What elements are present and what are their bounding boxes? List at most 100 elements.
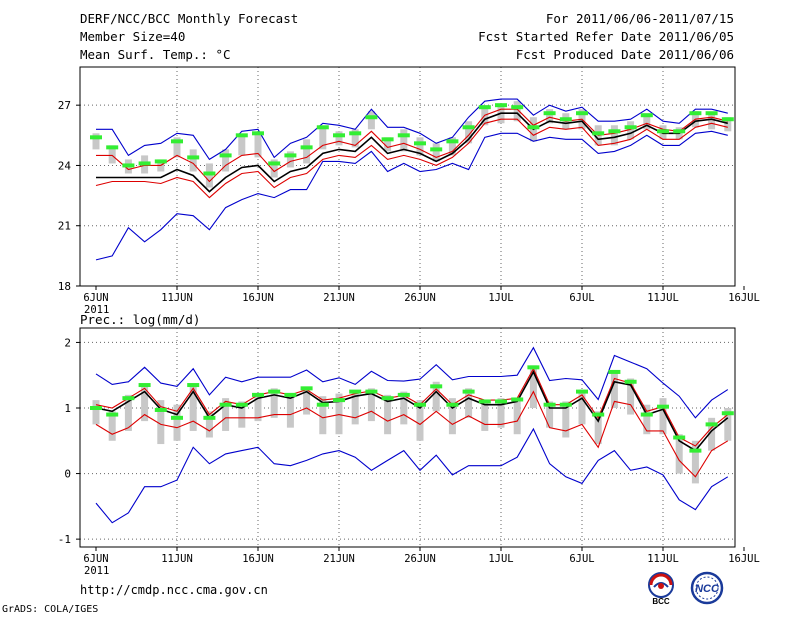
spread-box [497,105,505,124]
svg-text:BCC: BCC [652,597,670,606]
series-line-mean [96,112,728,193]
spread-box [432,143,440,162]
spread-box [691,440,699,484]
forecast-marker [154,159,167,164]
forecast-marker [268,389,281,394]
forecast-marker [235,133,248,138]
y-tick-label: 18 [58,280,71,293]
forecast-marker [333,133,345,138]
spread-box [254,133,262,158]
spread-box [627,121,635,140]
x-tick-label: 1JUL [488,292,513,304]
spread-box [400,391,408,425]
y-tick-label: -1 [58,533,71,546]
spread-box [157,400,165,445]
chart-title: DERF/NCC/BCC Monthly Forecast [80,11,299,26]
series-line-upper [96,108,728,183]
x-tick-label: 16JUL [728,292,760,304]
series-line-min [95,130,728,261]
forecast-marker [138,383,151,388]
forecast-marker [689,111,702,116]
forecast-marker [640,113,653,118]
spread-box [173,404,181,441]
series-line-lower [95,118,728,199]
forecast-marker [187,383,200,388]
spread-box [270,159,278,178]
spread-box [416,137,424,156]
spread-box [481,401,489,431]
forecast-marker [365,389,378,394]
spread-box [189,385,197,431]
forecast-marker [219,402,232,407]
spread-box [222,398,230,431]
variable-label: Mean Surf. Temp.: °C [80,47,231,62]
forecast-marker [365,115,378,120]
forecast-marker [495,103,507,108]
forecast-marker [430,147,443,152]
forecast-marker [576,111,588,116]
forecast-marker [349,131,362,136]
forecast-marker [203,415,216,420]
spread-box [238,401,246,428]
member-size: Member Size=40 [80,29,186,44]
spread-box [659,398,667,435]
spread-box [254,394,262,422]
x-tick-label: 16JUN [242,553,274,565]
forecast-marker [657,404,669,409]
x-tick-label: 26JUN [404,292,436,304]
spread-box [367,388,375,422]
chart-panel-1: 18 21 24 27 6JUN 11JUN 16JUN 21JUN 26JUN 1JUL 6JUL… [58,66,760,316]
forecast-marker [705,111,718,116]
series-line-upper [95,367,729,447]
forecast-marker [122,396,135,401]
forecast-marker [106,412,119,417]
x-tick-label: 21JUN [323,553,355,565]
spread-box [546,109,554,124]
x-tick-label: 11JUL [647,292,679,304]
forecast-marker [284,153,297,158]
spread-box [610,371,618,408]
series-line-lower [95,390,729,478]
source-url: http://cmdp.ncc.cma.gov.cn [80,583,268,597]
spread-box [448,137,456,156]
forecast-marker [511,105,524,110]
forecast-marker [381,396,394,401]
forecast-marker [462,125,475,130]
spread-box [448,398,456,435]
x-tick-label: 11JUN [161,292,193,304]
spread-box [92,400,100,425]
spread-box [335,393,343,435]
spread-box [546,401,554,428]
x-tick-label: 1JUL [488,553,513,565]
spread-box [238,135,246,156]
forecast-marker [608,369,621,374]
precip-variable-label: Prec.: log(mm/d) [80,312,200,327]
spread-box [222,149,230,172]
x-tick-label: 6JUN [83,292,108,304]
spread-box [303,388,311,415]
forecast-marker [640,412,653,417]
forecast-marker [414,141,426,146]
spread-box [610,125,618,146]
forecast-marker [721,411,734,416]
forecast-marker [235,402,248,407]
x-tick-label: 11JUL [647,553,679,565]
x-tick-label: 21JUN [323,292,355,304]
forecast-marker [300,386,313,391]
spread-box [286,151,294,168]
spread-box [400,129,408,152]
x-year-label: 2011 [84,304,109,316]
x-tick-label: 26JUN [404,553,436,565]
forecast-marker [187,155,200,160]
forecast-marker [721,117,734,122]
spread-box [643,113,651,130]
forecast-marker [624,379,637,384]
grads-credit: GrADS: COLA/IGES [2,604,99,615]
forecast-marker [478,105,491,110]
spread-box [286,393,294,428]
spread-box [205,411,213,438]
spread-box [578,389,586,425]
forecast-marker [543,111,556,116]
y-tick-label: 24 [58,159,72,172]
